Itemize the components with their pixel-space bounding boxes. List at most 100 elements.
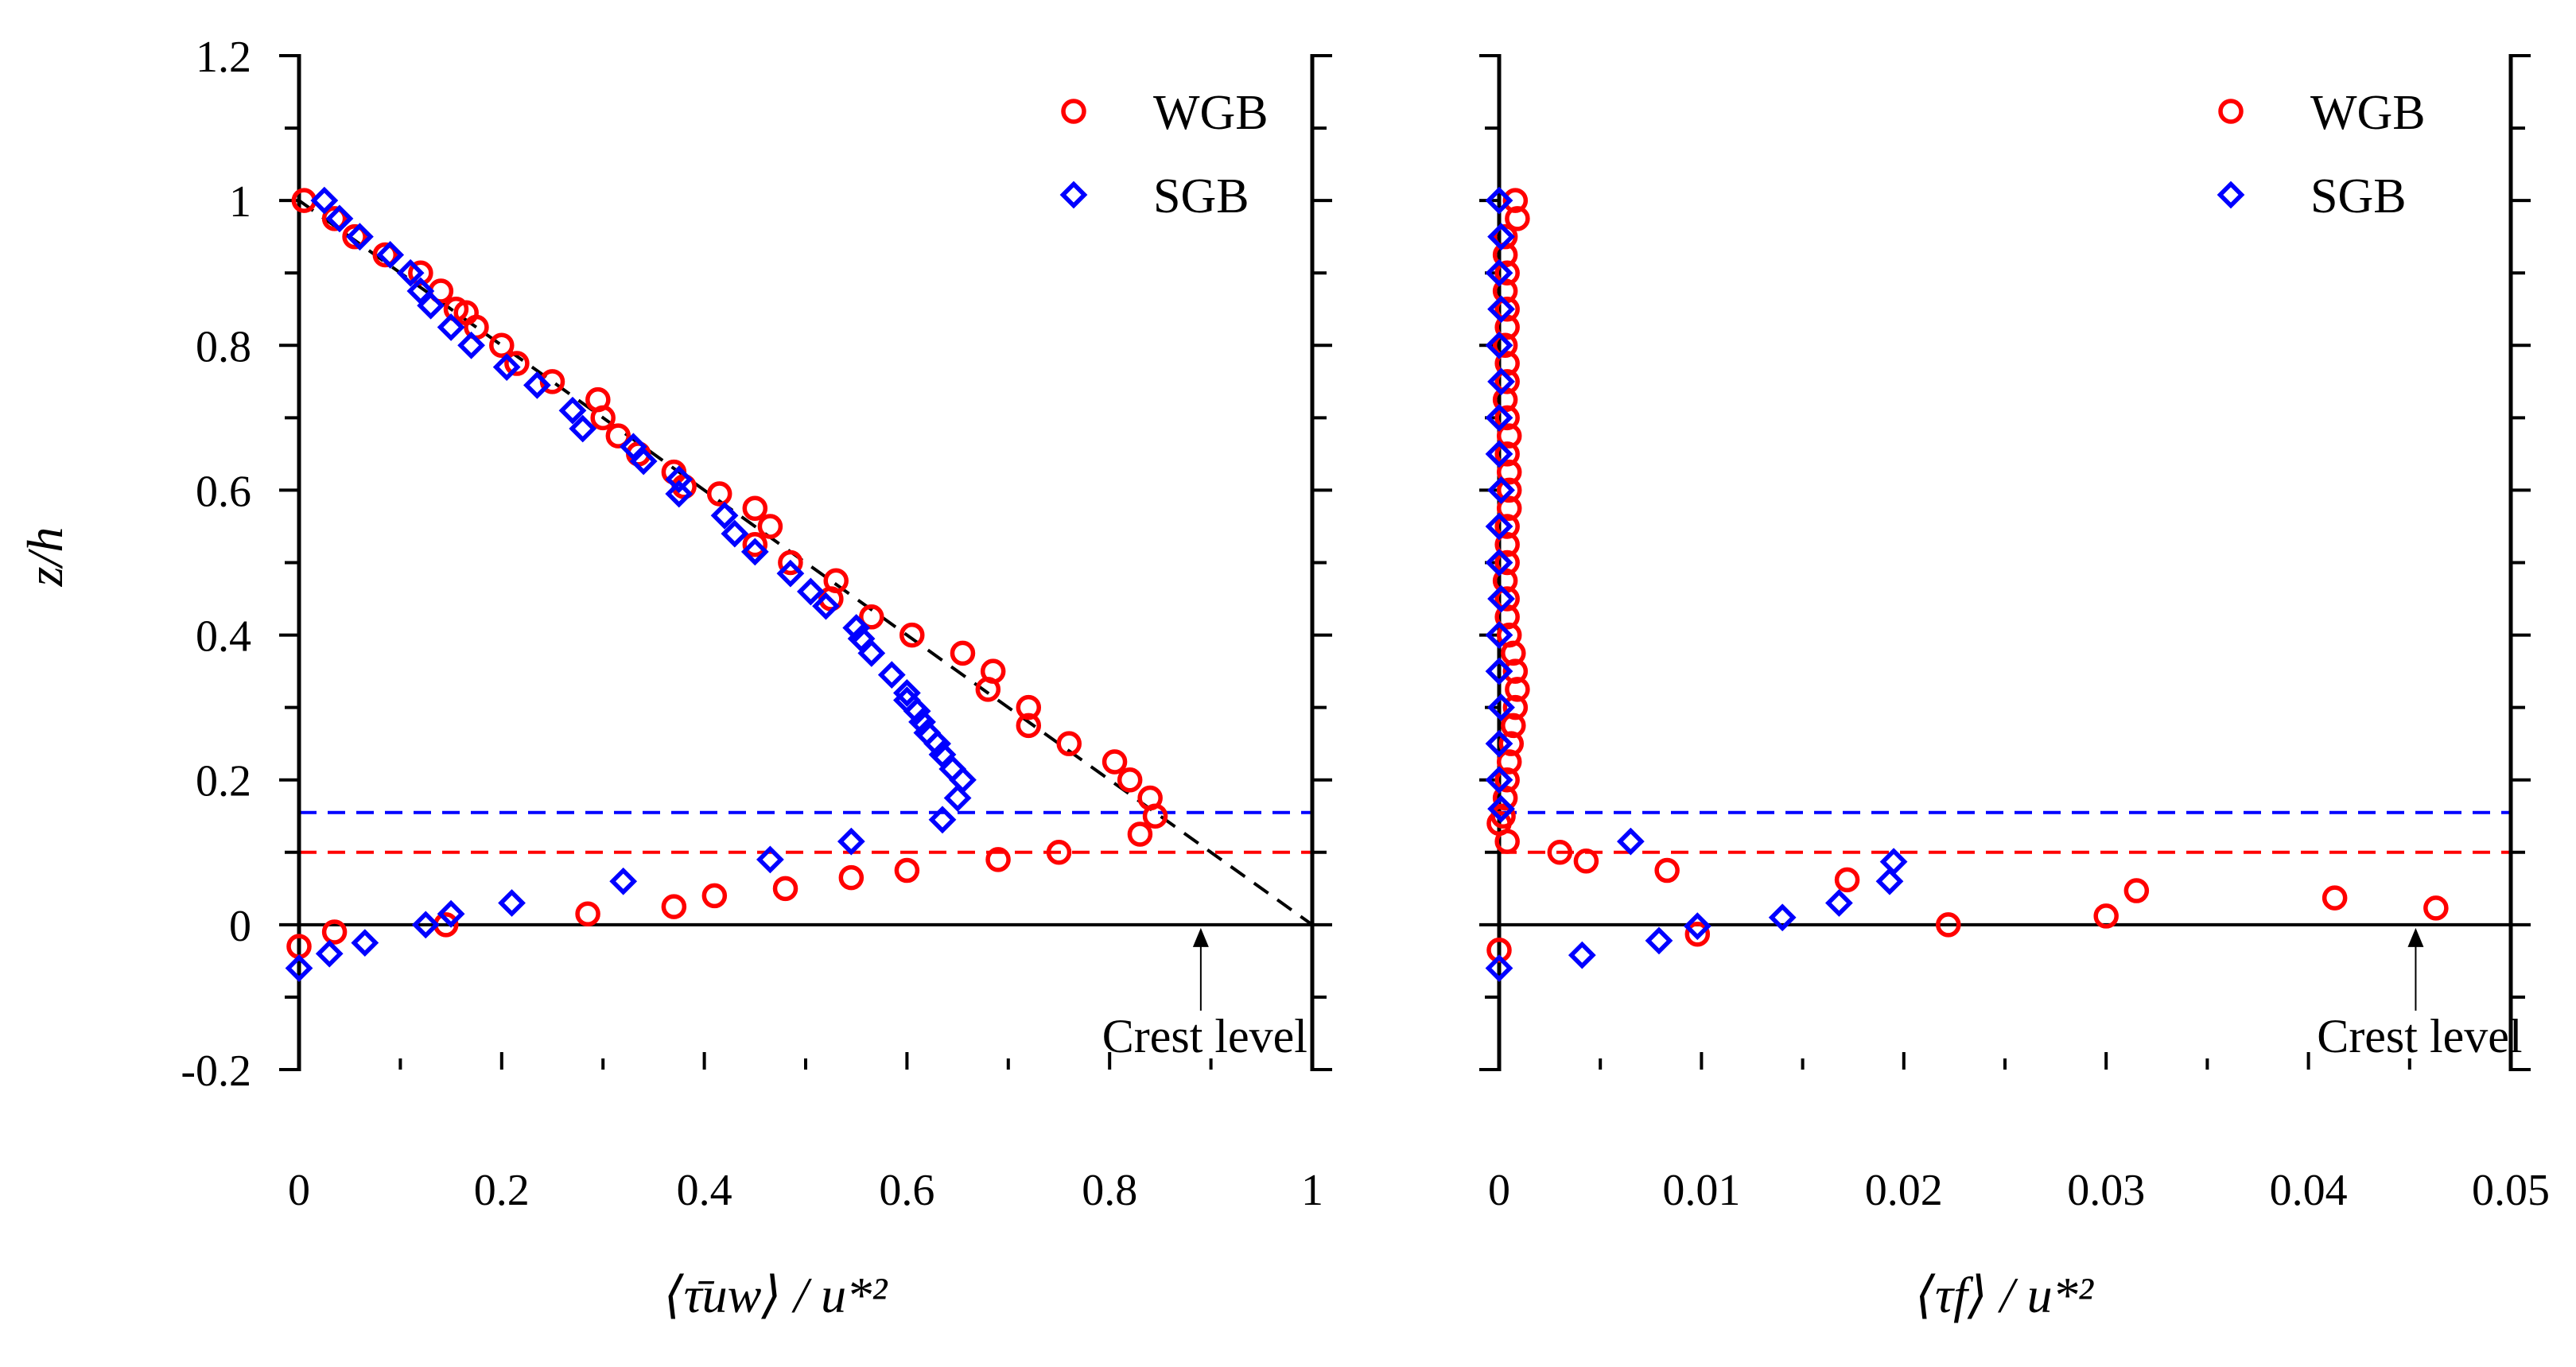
data-point-wgb	[706, 481, 732, 507]
y-tick-label: -0.2	[181, 1047, 251, 1096]
x-tick-label: 0	[1488, 1166, 1510, 1215]
y-tick-label: 0.2	[196, 757, 251, 806]
data-point-wgb	[1496, 749, 1522, 775]
data-point-wgb	[1117, 767, 1143, 793]
data-point-wgb	[772, 876, 798, 902]
fit-line	[297, 199, 1314, 926]
data-point-wgb	[1573, 848, 1599, 874]
data-point-wgb	[894, 857, 920, 884]
data-point-sgb	[721, 519, 749, 548]
data-point-sgb	[928, 806, 957, 834]
data-point-sgb	[609, 867, 638, 895]
data-point-sgb	[1485, 766, 1513, 794]
data-point-wgb	[1142, 803, 1168, 829]
data-point-wgb	[661, 894, 687, 919]
data-point-sgb	[285, 954, 313, 982]
data-point-wgb	[1502, 188, 1529, 213]
data-point-sgb	[1879, 848, 1908, 876]
data-point-wgb	[838, 864, 864, 891]
data-point-sgb	[1485, 512, 1513, 541]
x-tick-label: 0.02	[1865, 1166, 1943, 1215]
data-point-sgb	[842, 614, 871, 642]
data-point-sgb	[1768, 903, 1797, 932]
data-point-wgb	[1494, 260, 1520, 285]
x-tick-label: 0.03	[2067, 1166, 2145, 1215]
data-point-sgb	[928, 740, 957, 769]
data-point-wgb	[1056, 731, 1082, 756]
annotation-arrowhead	[2407, 927, 2424, 947]
data-point-sgb	[1485, 403, 1513, 432]
legend-marker-wgb	[2218, 99, 2244, 124]
data-point-sgb	[665, 465, 694, 494]
data-point-sgb	[776, 559, 805, 588]
data-point-wgb	[1505, 206, 1530, 231]
data-point-wgb	[985, 847, 1011, 872]
data-point-wgb	[1102, 749, 1128, 775]
y-tick-label: 1	[229, 177, 251, 227]
data-point-sgb	[908, 708, 936, 736]
data-point-sgb	[710, 501, 739, 530]
legend-label-sgb: SGB	[2310, 169, 2407, 223]
data-point-wgb	[950, 640, 976, 666]
data-point-sgb	[411, 911, 440, 939]
data-point-sgb	[1487, 223, 1515, 251]
data-point-wgb	[742, 495, 768, 521]
legend-marker-sgb	[1059, 181, 1088, 209]
data-point-wgb	[1016, 694, 1042, 720]
legend-marker-wgb	[1061, 99, 1086, 124]
data-point-wgb	[2322, 885, 2348, 911]
data-point-wgb	[1936, 912, 1961, 938]
y-axis-title: z/h	[17, 527, 73, 588]
data-point-sgb	[1645, 926, 1673, 955]
data-point-sgb	[943, 784, 972, 812]
data-point-wgb	[1494, 441, 1520, 467]
data-point-sgb	[796, 577, 825, 606]
right-panel: 0 0.01 0.02 0.03 0.04 0.05 ⟨τf⟩ / u*² WGB SGB Cre…	[1479, 54, 2550, 1323]
data-point-wgb	[489, 332, 515, 359]
data-point-sgb	[1487, 367, 1515, 396]
data-point-wgb	[1494, 314, 1520, 340]
data-point-wgb	[1501, 713, 1526, 739]
data-point-wgb	[1494, 550, 1520, 576]
annotation-label: Crest level	[1102, 1010, 1307, 1062]
data-point-sgb	[396, 258, 425, 287]
data-point-wgb	[321, 919, 348, 945]
data-point-wgb	[1834, 867, 1860, 893]
data-point-sgb	[1487, 584, 1515, 613]
data-point-sgb	[1485, 549, 1513, 577]
data-point-wgb	[504, 351, 530, 376]
data-point-wgb	[1502, 658, 1529, 684]
data-point-sgb	[1485, 440, 1513, 468]
y-tick-label: 0	[229, 902, 251, 951]
y-tick-label: 0.4	[196, 612, 251, 662]
data-point-wgb	[342, 223, 367, 250]
data-point-sgb	[665, 480, 694, 508]
data-point-sgb	[310, 186, 339, 215]
data-point-sgb	[1485, 621, 1513, 649]
data-point-sgb	[877, 661, 906, 689]
x-tick-label: 0	[288, 1166, 310, 1215]
legend-marker-sgb	[2217, 181, 2245, 209]
data-point-wgb	[1016, 713, 1042, 739]
data-point-sgb	[740, 538, 769, 566]
data-point-wgb	[1494, 829, 1520, 854]
data-point-wgb	[1547, 840, 1573, 865]
data-point-wgb	[1498, 731, 1525, 756]
y-tick-label: 0.6	[196, 467, 251, 516]
data-point-sgb	[1875, 867, 1904, 895]
data-point-sgb	[417, 291, 445, 320]
data-point-wgb	[605, 423, 631, 449]
data-point-sgb	[325, 204, 354, 233]
data-point-sgb	[903, 697, 931, 725]
data-point-wgb	[575, 901, 600, 926]
data-point-wgb	[975, 677, 1001, 702]
x-tick-label: 0.2	[474, 1166, 530, 1215]
data-point-wgb	[1505, 677, 1530, 702]
x-tick-label: 0.8	[1082, 1166, 1137, 1215]
data-point-sgb	[1616, 827, 1645, 856]
data-point-wgb	[1494, 514, 1520, 539]
data-point-sgb	[315, 939, 344, 968]
data-point-sgb	[1568, 941, 1596, 969]
data-point-wgb	[1494, 369, 1520, 394]
